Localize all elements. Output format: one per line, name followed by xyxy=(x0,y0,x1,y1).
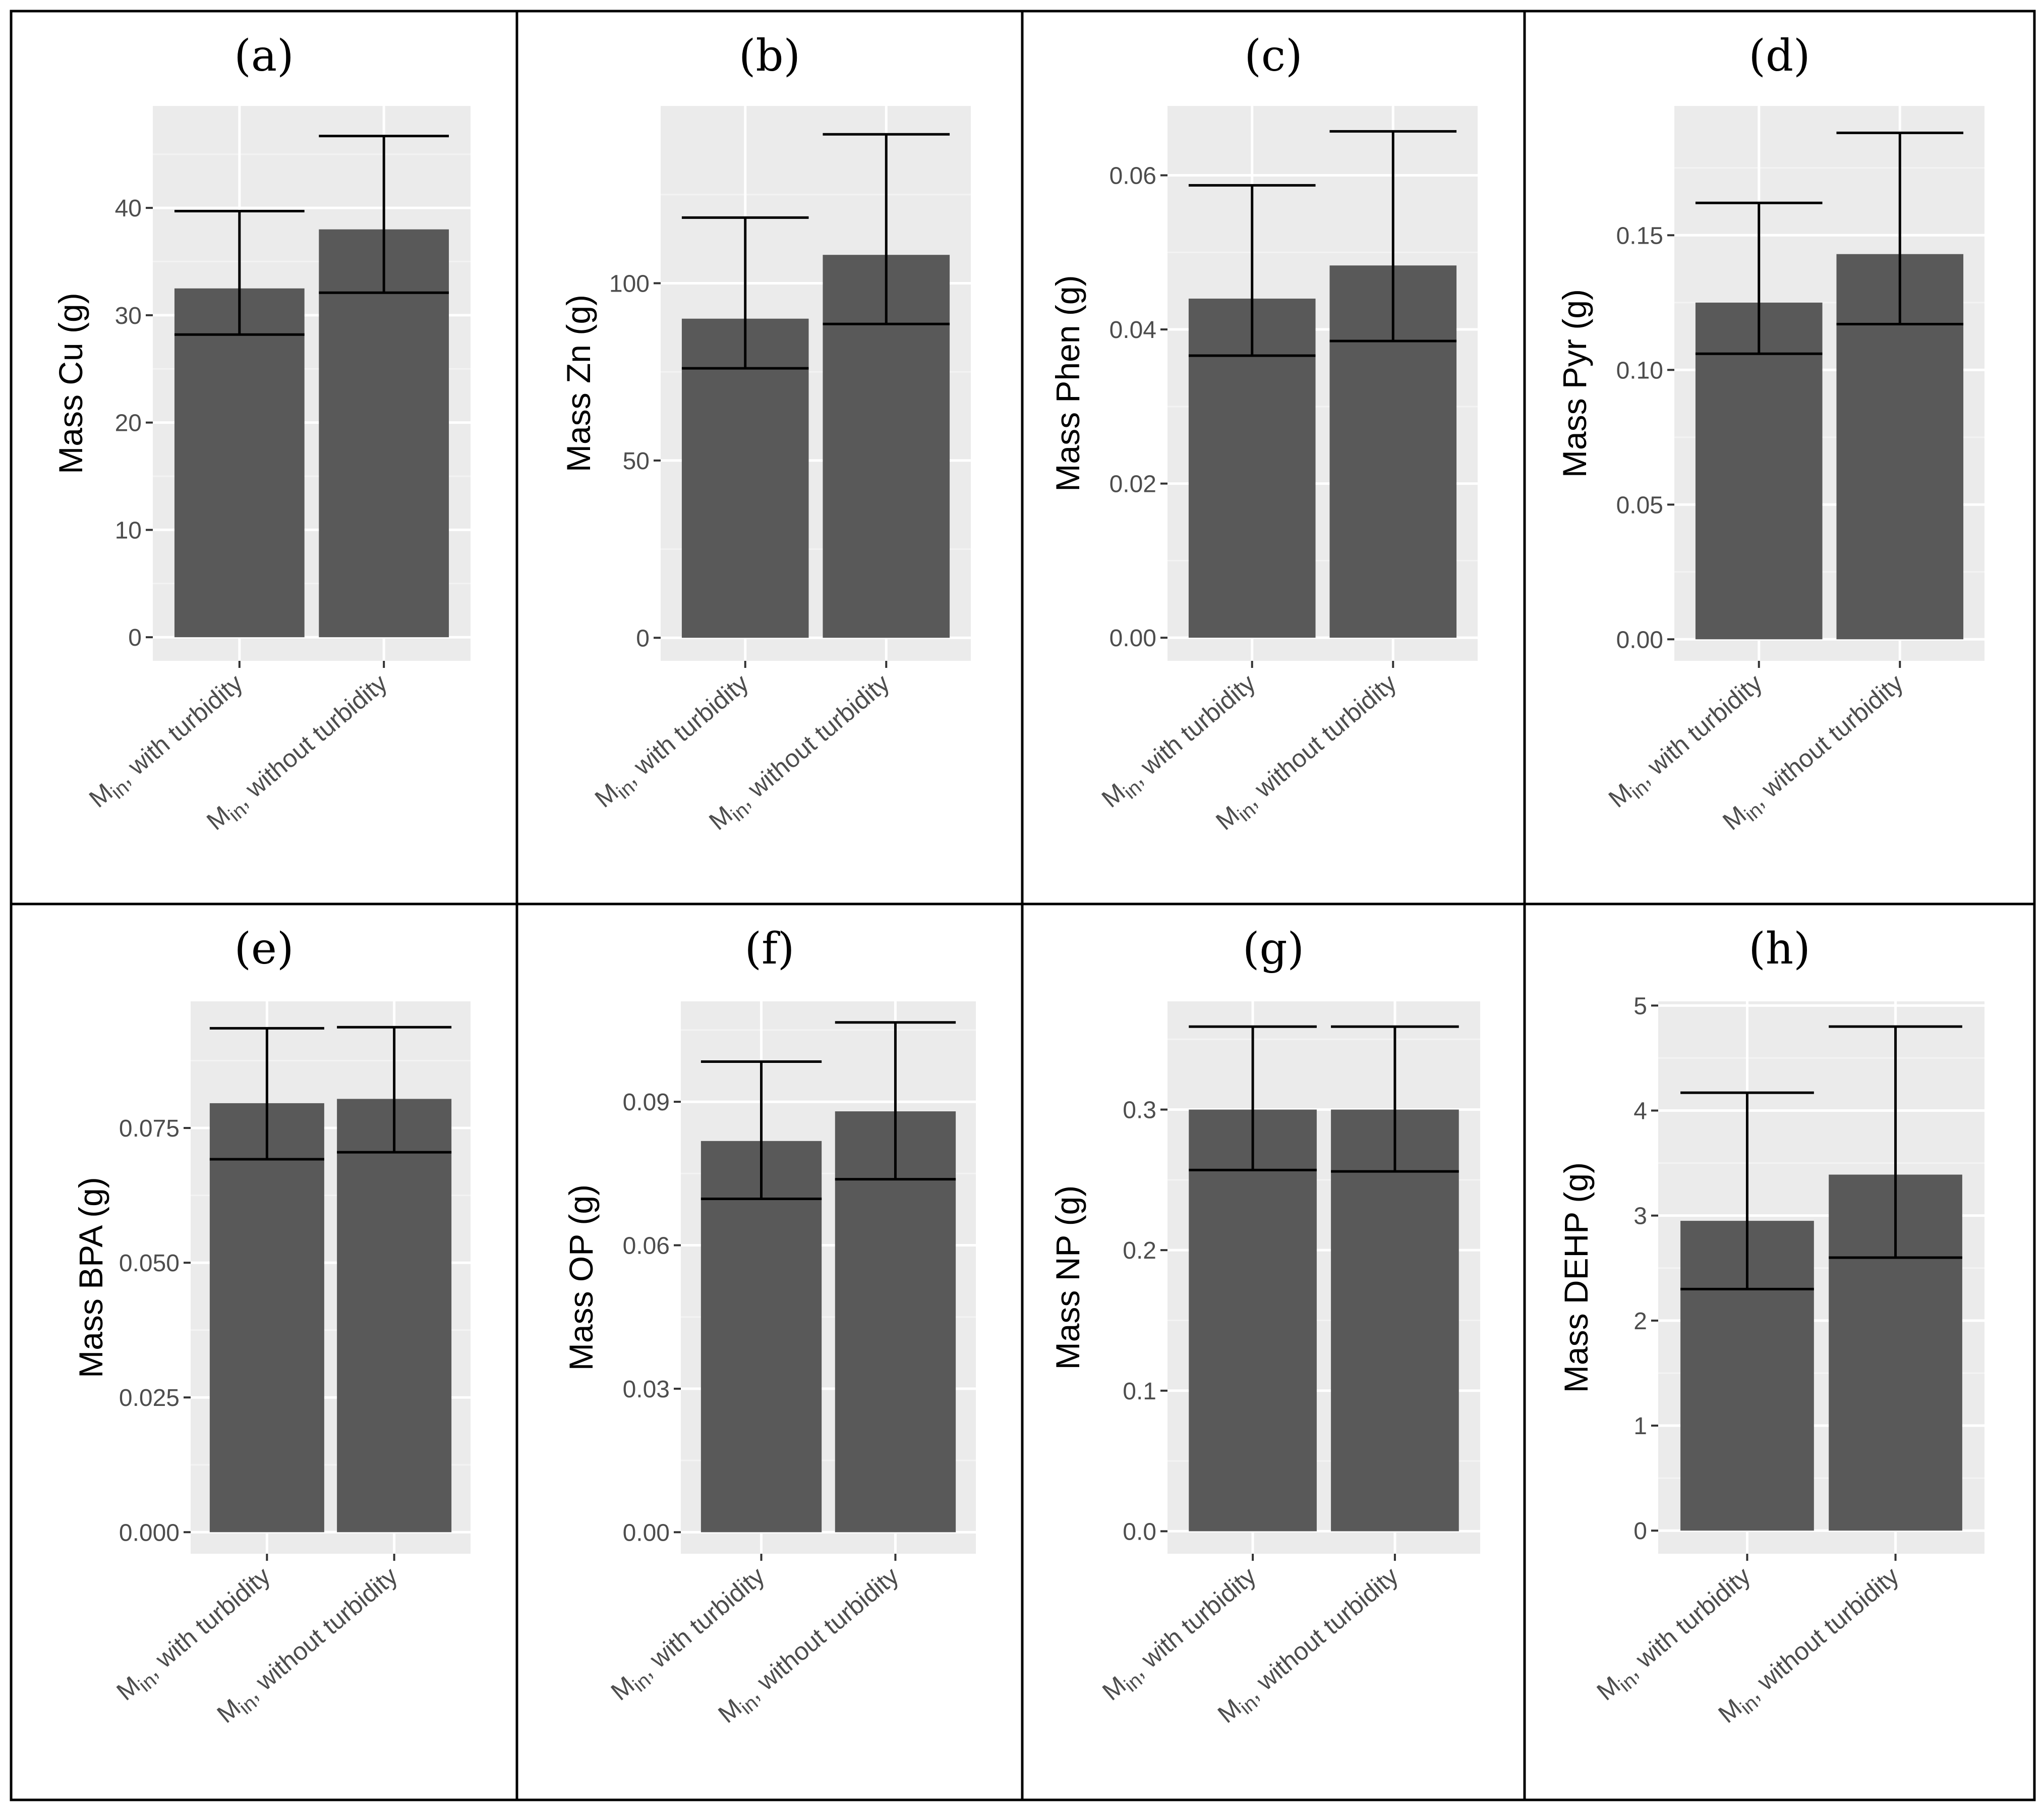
x-category-rest: , with turbidity xyxy=(139,1562,275,1682)
panel-label: (h) xyxy=(1748,924,1811,974)
y-tick-label: 0.00 xyxy=(1616,627,1663,653)
bar xyxy=(700,1141,822,1533)
y-tick-label: 0.2 xyxy=(1123,1237,1156,1264)
y-tick-label: 0 xyxy=(1633,1518,1647,1545)
panel-label: (f) xyxy=(745,924,795,974)
y-tick-label: 0 xyxy=(636,625,650,652)
bar xyxy=(319,229,449,638)
y-axis-title: Mass NP (g) xyxy=(1049,1185,1086,1370)
x-category-label: Min, with turbidity xyxy=(1097,1562,1264,1710)
bar xyxy=(337,1099,452,1533)
panel-border xyxy=(1523,902,2036,1801)
x-category-label: Min, with turbidity xyxy=(84,669,251,817)
panel-label: (c) xyxy=(1244,31,1302,81)
y-tick-label: 0.1 xyxy=(1123,1378,1156,1405)
y-tick-label: 0.025 xyxy=(119,1385,180,1411)
bar xyxy=(174,288,305,638)
y-axis-title: Mass DEHP (g) xyxy=(1557,1162,1595,1393)
y-tick-label: 0.15 xyxy=(1616,222,1663,249)
chart-panel-c: (c) 0.00 0.02 0.04 0.06 Mass Phen (g) Min, wit… xyxy=(1049,31,1478,835)
bar xyxy=(1695,302,1823,640)
y-axis-title: Mass Pyr (g) xyxy=(1556,289,1593,478)
y-tick-label: 0.3 xyxy=(1123,1097,1156,1124)
panel-label: (d) xyxy=(1748,31,1810,81)
y-tick-label: 50 xyxy=(623,448,650,475)
x-category-rest: , with turbidity xyxy=(633,1562,770,1682)
y-tick-label: 0.050 xyxy=(119,1250,180,1277)
y-tick-label: 0.06 xyxy=(623,1233,670,1260)
panel-label: (e) xyxy=(235,924,294,974)
y-tick-label: 3 xyxy=(1633,1203,1647,1230)
y-tick-label: 30 xyxy=(115,303,142,329)
x-category-label: Min, with turbidity xyxy=(1096,669,1264,817)
panel-label: (b) xyxy=(739,31,800,81)
x-category-rest: , without turbidity xyxy=(1239,669,1401,812)
y-axis-title: Mass Cu (g) xyxy=(52,293,89,474)
x-category-rest: , without turbidity xyxy=(1241,1562,1404,1705)
x-category-rest: , with turbidity xyxy=(1125,1562,1261,1682)
y-axis-title: Mass Phen (g) xyxy=(1049,275,1086,491)
bar xyxy=(1189,1109,1317,1532)
y-tick-label: 20 xyxy=(115,410,142,437)
bar xyxy=(835,1111,956,1533)
y-tick-label: 0.09 xyxy=(623,1089,670,1116)
x-category-rest: , with turbidity xyxy=(618,669,754,789)
y-axis-title: Mass BPA (g) xyxy=(72,1177,109,1378)
bar xyxy=(1331,1109,1459,1532)
y-tick-label: 0.000 xyxy=(119,1519,180,1546)
chart-panel-h: (h) 0 1 2 3 4 5 Mass DEHP (g) Min, with turbidit… xyxy=(1557,924,1984,1728)
y-tick-label: 0.00 xyxy=(623,1519,670,1546)
chart-panel-a: (a) 0 10 20 30 40 Mass Cu (g) Min, with turbidi… xyxy=(52,31,471,835)
y-tick-label: 0.05 xyxy=(1616,492,1663,519)
y-tick-label: 0 xyxy=(128,625,142,651)
y-tick-label: 0.00 xyxy=(1109,625,1156,652)
chart-panel-g: (g) 0.0 0.1 0.2 0.3 Mass NP (g) Min, with turb… xyxy=(1049,924,1480,1728)
y-tick-label: 100 xyxy=(609,270,650,297)
bar xyxy=(209,1103,324,1533)
y-tick-label: 0.04 xyxy=(1109,317,1156,344)
x-category-rest: , with turbidity xyxy=(1125,669,1261,789)
y-axis-title: Mass OP (g) xyxy=(562,1184,600,1371)
x-category-label: Min, with turbidity xyxy=(1592,1562,1759,1710)
y-tick-label: 10 xyxy=(115,517,142,544)
panel-label: (g) xyxy=(1243,924,1304,974)
y-tick-label: 0.02 xyxy=(1109,471,1156,498)
panel-label: (a) xyxy=(234,31,294,81)
y-tick-label: 0.0 xyxy=(1123,1518,1156,1545)
x-category-rest: , without turbidity xyxy=(1745,669,1908,812)
x-category-rest: , without turbidity xyxy=(1741,1562,1904,1705)
x-category-rest: , without turbidity xyxy=(732,669,895,812)
y-tick-label: 2 xyxy=(1633,1308,1647,1335)
x-category-rest: , with turbidity xyxy=(1619,1562,1756,1682)
y-tick-label: 1 xyxy=(1633,1413,1647,1440)
y-tick-label: 4 xyxy=(1633,1098,1647,1125)
x-category-label: Min, with turbidity xyxy=(590,669,757,817)
bar xyxy=(681,318,809,638)
y-axis-title: Mass Zn (g) xyxy=(560,295,597,472)
x-category-rest: , without turbidity xyxy=(229,669,392,812)
y-tick-label: 40 xyxy=(115,195,142,222)
x-category-rest: , with turbidity xyxy=(1631,669,1768,789)
y-tick-label: 0.03 xyxy=(623,1376,670,1403)
y-tick-label: 0.06 xyxy=(1109,163,1156,190)
chart-panel-d: (d) 0.00 0.05 0.10 0.15 Mass Pyr (g) Min, with… xyxy=(1556,31,1984,835)
x-category-label: Min, with turbidity xyxy=(1603,669,1771,817)
y-tick-label: 5 xyxy=(1633,993,1647,1020)
x-category-rest: , with turbidity xyxy=(112,669,248,789)
y-tick-label: 0.10 xyxy=(1616,357,1663,384)
y-tick-label: 0.075 xyxy=(119,1115,180,1142)
